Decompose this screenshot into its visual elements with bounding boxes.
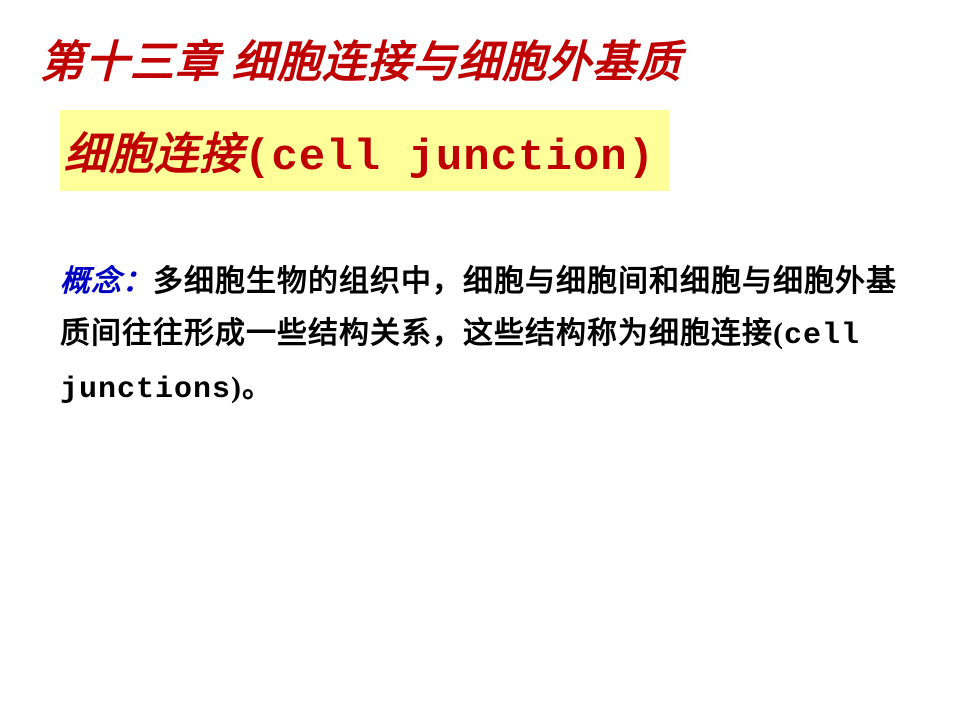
body-paragraph: 概念：多细胞生物的组织中，细胞与细胞间和细胞与细胞外基质间往往形成一些结构关系，… <box>60 256 900 417</box>
subtitle-close-paren: ) <box>628 133 655 183</box>
concept-text-2: )。 <box>231 371 273 404</box>
chapter-title: 第十三章 细胞连接与细胞外基质 <box>40 26 682 90</box>
subtitle-open-paren: ( <box>244 133 271 183</box>
subtitle-cn: 细胞连接 <box>64 130 244 179</box>
subtitle-en: cell junction <box>271 133 627 183</box>
subtitle-box: 细胞连接(cell junction) <box>60 110 669 191</box>
concept-text-1: 多细胞生物的组织中，细胞与细胞间和细胞与细胞外基质间往往形成一些结构关系，这些结… <box>60 265 897 350</box>
concept-label: 概念： <box>60 265 153 298</box>
slide: 第十三章 细胞连接与细胞外基质 细胞连接(cell junction) 概念：多… <box>0 0 960 720</box>
